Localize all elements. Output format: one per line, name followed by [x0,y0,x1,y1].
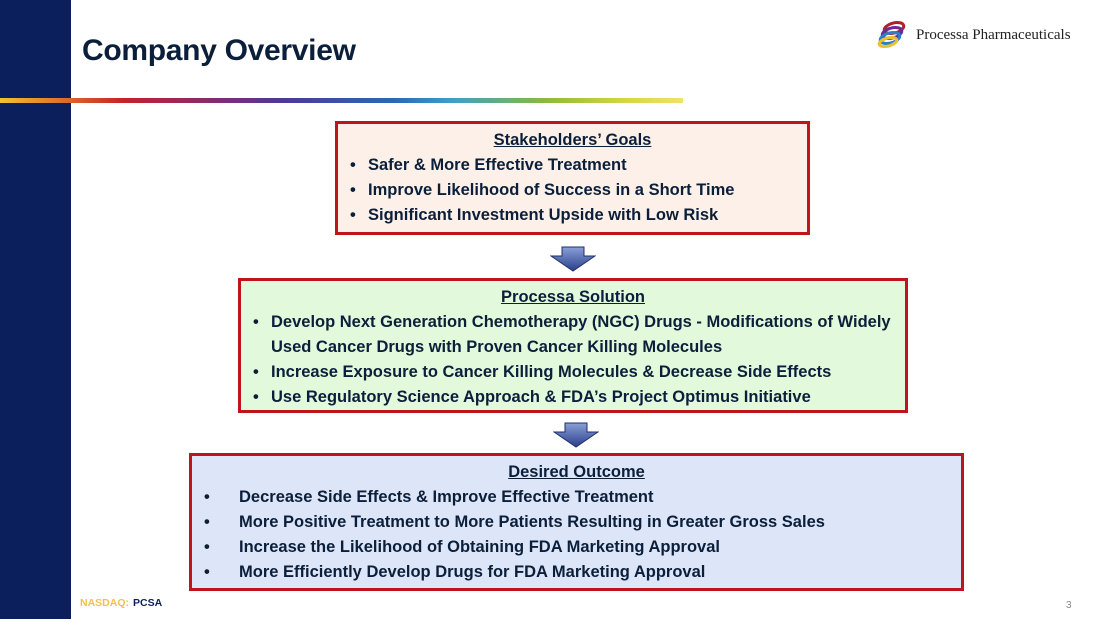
list-item: Develop Next Generation Chemotherapy (NG… [253,310,893,360]
company-logo: Processa Pharmaceuticals [876,20,1071,50]
exchange-label: NASDAQ: [80,597,129,609]
box-heading: Processa Solution [501,288,645,306]
ribbon-rings-logo-icon [877,21,906,49]
list-item: Decrease Side Effects & Improve Effectiv… [204,485,949,510]
list-item: Improve Likelihood of Success in a Short… [350,178,795,203]
stock-ticker: NASDAQ: PCSA [80,597,162,609]
list-item: Increase the Likelihood of Obtaining FDA… [204,535,949,560]
list-item: More Positive Treatment to More Patients… [204,510,949,535]
logo-text: Processa Pharmaceuticals [916,26,1071,43]
list-item: More Efficiently Develop Drugs for FDA M… [204,560,949,585]
sidebar-band [0,0,71,619]
down-arrow-icon [553,422,599,448]
processa-solution-box: Processa Solution Develop Next Generatio… [238,278,908,413]
box-heading: Stakeholders’ Goals [493,131,652,149]
box-heading: Desired Outcome [508,463,645,481]
list-item: Increase Exposure to Cancer Killing Mole… [253,360,893,385]
page-number: 3 [1066,600,1072,611]
page-title: Company Overview [82,34,356,67]
list-item: Safer & More Effective Treatment [350,153,795,178]
stakeholders-goals-box: Stakeholders’ Goals Safer & More Effecti… [335,121,810,235]
ticker-symbol: PCSA [133,597,163,609]
down-arrow-icon [550,246,596,272]
gradient-divider [0,98,683,103]
list-item: Use Regulatory Science Approach & FDA’s … [253,385,893,410]
list-item: Significant Investment Upside with Low R… [350,203,795,228]
desired-outcome-box: Desired Outcome Decrease Side Effects & … [189,453,964,591]
